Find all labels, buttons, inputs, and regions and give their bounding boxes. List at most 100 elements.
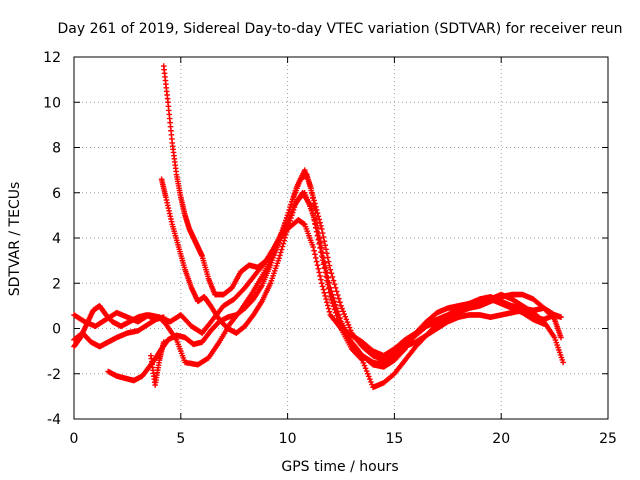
data-point — [324, 299, 330, 306]
data-point — [334, 316, 341, 322]
data-point — [318, 249, 324, 255]
data-point — [333, 288, 340, 295]
data-point — [311, 247, 317, 254]
data-point — [283, 232, 289, 238]
data-point — [330, 277, 337, 284]
data-point — [318, 276, 324, 283]
data-point — [334, 292, 341, 298]
y-tick-label: -4 — [47, 412, 61, 428]
data-point — [310, 194, 317, 201]
axis-ticks: 0 5 10 15 20 25 -4 -2 0 2 4 6 8 10 12 — [43, 50, 617, 447]
data-point — [365, 373, 372, 380]
data-point — [291, 204, 298, 211]
data-point — [318, 253, 325, 259]
data-point — [324, 250, 330, 257]
data-point — [311, 197, 317, 204]
y-tick-label: 10 — [43, 95, 61, 111]
y-tick-label: -2 — [47, 367, 61, 383]
x-tick-label: 20 — [492, 431, 510, 447]
data-point — [310, 212, 317, 219]
data-point — [368, 379, 374, 385]
data-point — [333, 313, 340, 319]
y-tick-label: 6 — [52, 186, 61, 202]
data-point — [336, 295, 342, 302]
data-point — [367, 376, 373, 382]
data-point — [332, 284, 339, 291]
data-point — [160, 314, 167, 320]
data-point — [321, 238, 328, 244]
data-point — [322, 242, 328, 249]
data-point — [315, 237, 322, 243]
data-point — [320, 286, 327, 293]
data-point — [328, 297, 335, 303]
data-point — [317, 219, 323, 226]
data-point — [325, 258, 332, 265]
data-point — [277, 249, 284, 256]
data-point — [329, 274, 336, 280]
data-point — [550, 315, 557, 322]
data-point — [283, 229, 290, 235]
data-point — [324, 281, 331, 288]
data-point — [340, 308, 346, 315]
data-point — [281, 237, 287, 244]
data-point — [560, 359, 566, 366]
data-point — [363, 368, 370, 374]
data-point — [347, 327, 354, 334]
data-point — [287, 218, 293, 224]
data-point — [313, 207, 320, 213]
data-point — [313, 258, 320, 265]
data-point — [318, 222, 324, 229]
data-point — [277, 252, 283, 259]
data-point — [323, 246, 329, 253]
data-point — [327, 294, 334, 300]
data-point — [276, 255, 282, 262]
data-point — [345, 322, 352, 328]
data-point — [278, 246, 285, 253]
data-point — [326, 262, 333, 269]
data-point — [342, 313, 349, 320]
data-point — [337, 299, 343, 306]
chart-title: Day 261 of 2019, Sidereal Day-to-day VTE… — [57, 21, 622, 37]
data-point — [323, 296, 329, 302]
data-point — [312, 203, 319, 210]
data-point — [312, 200, 318, 207]
data-point — [312, 224, 319, 231]
data-point — [336, 319, 342, 325]
data-point — [321, 265, 328, 272]
data-point — [361, 362, 368, 369]
data-point — [320, 234, 327, 240]
data-point — [362, 365, 369, 372]
data-point — [343, 316, 350, 323]
data-point — [313, 228, 320, 235]
data-point — [316, 241, 323, 247]
data-point — [316, 216, 323, 223]
x-tick-label: 0 — [70, 431, 79, 447]
data-point — [318, 280, 325, 287]
data-point — [286, 220, 293, 227]
data-point — [326, 289, 333, 296]
data-point — [359, 357, 366, 363]
x-tick-label: 25 — [599, 431, 617, 447]
data-point — [318, 226, 325, 232]
data-point — [320, 261, 327, 268]
data-point — [358, 356, 365, 362]
data-point — [316, 269, 323, 276]
data-point — [324, 277, 330, 284]
data-point — [325, 285, 332, 292]
data-point — [324, 254, 331, 261]
data-markers — [71, 63, 566, 391]
data-point — [337, 322, 343, 329]
data-point — [321, 289, 328, 296]
data-point — [327, 266, 334, 273]
data-point — [311, 216, 317, 223]
series-arc-d — [160, 63, 564, 363]
data-point — [310, 244, 317, 250]
data-point — [285, 223, 292, 230]
data-point — [282, 234, 288, 241]
data-point — [289, 209, 296, 216]
series-arc-f — [71, 303, 167, 350]
data-point — [319, 230, 326, 236]
data-point — [329, 300, 336, 306]
data-point — [288, 215, 294, 221]
